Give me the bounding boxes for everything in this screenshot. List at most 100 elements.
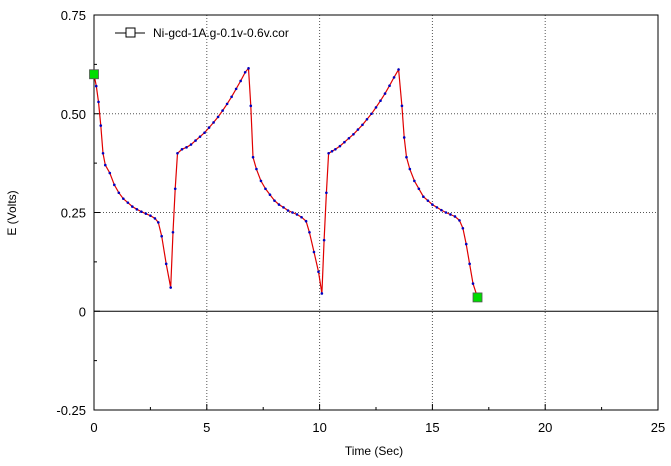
legend: Ni-gcd-1A.g-0.1v-0.6v.cor bbox=[115, 26, 289, 40]
data-point bbox=[453, 215, 457, 218]
data-point bbox=[189, 143, 193, 146]
data-point bbox=[388, 84, 391, 88]
axis-ticks bbox=[93, 14, 659, 411]
data-point bbox=[243, 70, 247, 74]
data-point bbox=[135, 208, 139, 211]
data-point bbox=[402, 136, 406, 139]
data-point bbox=[343, 140, 346, 144]
y-tick-labels: -0.25 0 0.25 0.50 0.75 bbox=[56, 8, 86, 418]
y-axis-title: E (Volts) bbox=[5, 190, 19, 235]
grid bbox=[94, 15, 658, 410]
data-point bbox=[173, 187, 177, 191]
data-point bbox=[180, 148, 184, 151]
data-point bbox=[444, 211, 448, 214]
data-point bbox=[122, 197, 125, 200]
data-point bbox=[212, 121, 215, 124]
data-point bbox=[449, 213, 452, 216]
data-point bbox=[221, 109, 224, 112]
x-tick-label: 0 bbox=[90, 420, 97, 435]
data-point bbox=[234, 87, 238, 91]
data-point bbox=[247, 67, 250, 70]
data-point bbox=[392, 76, 396, 79]
data-point bbox=[264, 187, 267, 191]
data-point bbox=[300, 215, 303, 219]
data-point bbox=[291, 211, 294, 214]
data-point bbox=[101, 151, 105, 155]
x-tick-label: 20 bbox=[538, 420, 552, 435]
data-point bbox=[286, 209, 290, 212]
data-point bbox=[431, 203, 434, 206]
data-point bbox=[365, 117, 369, 121]
x-axis-title: Time (Sec) bbox=[345, 444, 403, 458]
data-point bbox=[308, 230, 311, 234]
data-point bbox=[422, 195, 425, 198]
data-point bbox=[356, 128, 360, 131]
data-point bbox=[458, 219, 461, 222]
legend-marker-swatch bbox=[125, 27, 136, 38]
data-point bbox=[400, 104, 404, 108]
data-point bbox=[277, 203, 281, 206]
data-point bbox=[408, 167, 412, 171]
data-point bbox=[249, 104, 253, 108]
data-point bbox=[461, 227, 465, 230]
data-point bbox=[144, 212, 148, 215]
data-point bbox=[176, 151, 179, 155]
data-point bbox=[334, 148, 337, 151]
data-point bbox=[347, 136, 351, 140]
x-tick-label: 25 bbox=[651, 420, 665, 435]
data-point bbox=[361, 123, 364, 127]
x-tick-label: 5 bbox=[203, 420, 210, 435]
series-endpoint-marker bbox=[89, 69, 99, 80]
data-point bbox=[312, 250, 316, 254]
data-point bbox=[320, 292, 324, 295]
data-point bbox=[251, 155, 255, 159]
data-point bbox=[383, 92, 387, 95]
series-plot bbox=[89, 66, 483, 303]
y-tick-label: 0 bbox=[79, 304, 86, 319]
data-point bbox=[440, 208, 443, 212]
data-point bbox=[156, 221, 160, 224]
data-point bbox=[435, 206, 439, 209]
data-point bbox=[327, 151, 330, 155]
data-point bbox=[330, 149, 334, 153]
x-tick-label: 10 bbox=[312, 420, 326, 435]
data-point bbox=[413, 179, 416, 183]
x-tick-labels: 0 5 10 15 20 25 bbox=[90, 420, 665, 435]
data-point bbox=[113, 183, 116, 187]
data-point bbox=[149, 214, 152, 217]
y-tick-label: 0.75 bbox=[61, 8, 86, 23]
data-point bbox=[169, 286, 173, 289]
data-point bbox=[103, 163, 107, 167]
data-point bbox=[471, 282, 475, 285]
data-point bbox=[325, 191, 328, 195]
data-point bbox=[164, 262, 168, 266]
data-point bbox=[185, 146, 188, 149]
data-point bbox=[216, 115, 220, 119]
data-point bbox=[131, 205, 134, 208]
data-point bbox=[259, 179, 263, 183]
data-point bbox=[405, 155, 408, 159]
data-point bbox=[304, 219, 308, 223]
y-tick-label: -0.25 bbox=[56, 403, 86, 418]
data-point bbox=[379, 99, 382, 103]
data-point bbox=[99, 124, 103, 127]
data-point bbox=[295, 213, 299, 216]
data-point bbox=[117, 191, 121, 195]
y-tick-label: 0.50 bbox=[61, 107, 86, 122]
data-point bbox=[230, 95, 233, 99]
data-point bbox=[140, 210, 143, 214]
data-point bbox=[338, 144, 342, 148]
data-point bbox=[203, 131, 206, 135]
data-point bbox=[374, 106, 378, 109]
data-point bbox=[94, 84, 98, 88]
data-point bbox=[171, 230, 175, 234]
data-point bbox=[198, 135, 202, 138]
data-point bbox=[397, 68, 400, 71]
data-point bbox=[97, 100, 100, 104]
data-point bbox=[322, 238, 326, 242]
data-point bbox=[317, 270, 320, 274]
data-point bbox=[268, 193, 272, 197]
data-point bbox=[225, 102, 229, 106]
data-point bbox=[426, 199, 430, 202]
